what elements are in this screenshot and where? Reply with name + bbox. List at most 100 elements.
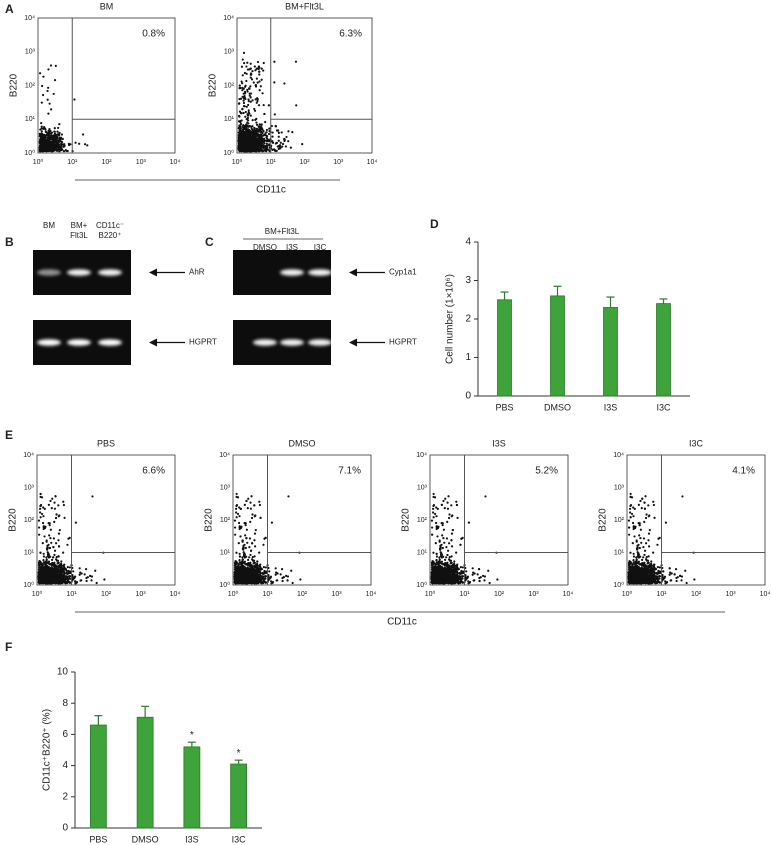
x-tick-label: 10⁰ <box>232 158 243 166</box>
event-dot <box>237 496 239 498</box>
event-dot <box>65 150 67 152</box>
event-dot <box>62 552 64 554</box>
event-dot <box>47 567 49 569</box>
event-dot <box>47 146 49 148</box>
event-dot <box>244 116 246 118</box>
event-dot <box>245 524 247 526</box>
event-dot <box>264 145 266 147</box>
y-tick-label: 10⁰ <box>223 149 234 157</box>
event-dot <box>54 508 56 510</box>
event-dot <box>47 130 49 132</box>
event-dot <box>263 142 265 144</box>
event-dot <box>238 102 240 104</box>
event-dot <box>249 132 251 134</box>
event-dot <box>241 132 243 134</box>
event-dot <box>235 552 237 554</box>
event-dot <box>235 505 237 507</box>
band-label: AhR <box>189 268 205 277</box>
event-dot <box>283 82 285 84</box>
event-dot <box>272 131 274 133</box>
band-label: HGPRT <box>189 338 217 347</box>
event-dot <box>275 125 277 127</box>
event-dot <box>250 114 252 116</box>
event-dot <box>263 566 265 568</box>
event-dot <box>38 519 40 521</box>
event-dot <box>262 134 264 136</box>
event-dot <box>63 504 65 506</box>
event-dot <box>252 556 254 558</box>
event-dot <box>251 70 253 72</box>
event-dot <box>54 79 56 81</box>
event-dot <box>248 149 250 151</box>
event-dot <box>264 132 266 134</box>
event-dot <box>273 61 275 63</box>
event-dot <box>249 85 251 87</box>
event-dot <box>250 508 252 510</box>
event-dot <box>254 533 256 535</box>
event-dot <box>246 134 248 136</box>
event-dot <box>262 544 264 546</box>
event-dot <box>67 538 69 540</box>
event-dot <box>52 572 54 574</box>
event-dot <box>247 68 249 70</box>
event-dot <box>40 122 42 124</box>
event-dot <box>247 498 249 500</box>
event-dot <box>43 135 45 137</box>
event-dot <box>268 578 270 580</box>
flow-title: BM+Flt3L <box>285 1 324 11</box>
event-dot <box>82 133 84 135</box>
event-dot <box>58 140 60 142</box>
event-dot <box>242 87 244 89</box>
event-dot <box>249 502 251 504</box>
gel-header: BM+Flt3L <box>265 227 300 236</box>
event-dot <box>244 145 246 147</box>
event-dot <box>287 495 289 497</box>
event-dot <box>42 515 44 517</box>
event-dot <box>251 99 253 101</box>
event-dot <box>47 551 49 553</box>
event-dot <box>57 562 59 564</box>
event-dot <box>63 573 65 575</box>
event-dot <box>243 551 245 553</box>
event-dot <box>253 81 255 83</box>
event-dot <box>247 139 249 141</box>
event-dot <box>251 137 253 139</box>
event-dot <box>238 129 240 131</box>
event-dot <box>253 140 255 142</box>
event-dot <box>254 110 256 112</box>
y-tick-label: 10³ <box>224 49 235 56</box>
event-dot <box>47 113 49 115</box>
event-dot <box>258 552 260 554</box>
event-dot <box>58 134 60 136</box>
event-dot <box>250 63 252 65</box>
event-dot <box>53 146 55 148</box>
lane-label: BM+ <box>71 221 88 230</box>
event-dot <box>86 580 88 582</box>
y-axis-label: B220 <box>204 508 215 532</box>
event-dot <box>270 576 272 578</box>
event-dot <box>67 579 69 581</box>
event-dot <box>39 133 41 135</box>
event-dot <box>261 137 263 139</box>
event-dot <box>55 542 57 544</box>
y-tick-label: 10³ <box>25 49 36 56</box>
x-tick-label: 10⁰ <box>33 158 44 166</box>
event-dot <box>42 542 44 544</box>
y-tick-label: 10³ <box>24 484 35 491</box>
y-tick-label: 10¹ <box>24 549 35 556</box>
event-dot <box>58 581 60 583</box>
event-dot <box>279 145 281 147</box>
event-dot <box>248 546 250 548</box>
event-dot <box>46 541 48 543</box>
event-dot <box>252 119 254 121</box>
event-dot <box>254 143 256 145</box>
event-dot <box>241 82 243 84</box>
event-dot <box>245 547 247 549</box>
panel-label: C <box>205 235 214 249</box>
event-dot <box>55 558 57 560</box>
event-dot <box>254 65 256 67</box>
event-dot <box>258 136 260 138</box>
gel-band <box>37 339 61 345</box>
event-dot <box>238 120 240 122</box>
event-dot <box>45 556 47 558</box>
